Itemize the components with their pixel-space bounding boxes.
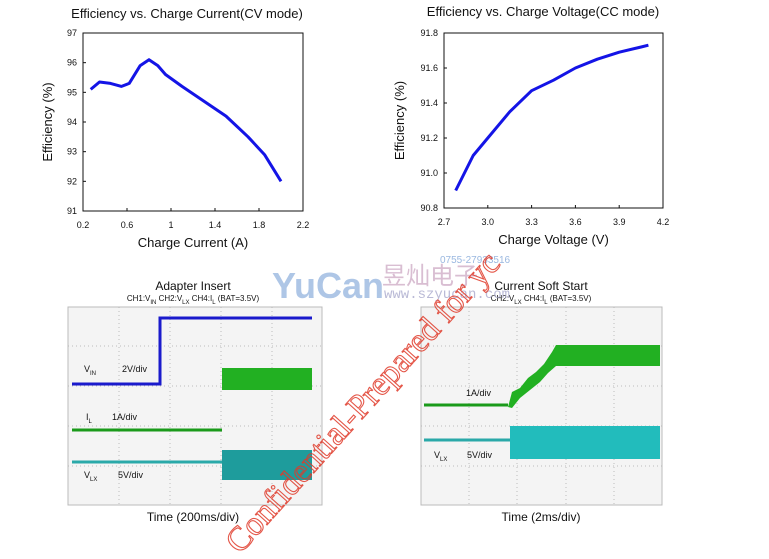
x-tick-label: 3.6 [569,217,582,227]
channel-name: VIN [84,364,96,377]
trace-vlx [510,426,660,459]
label-subscript: LX [440,457,447,463]
x-axis-label: Charge Voltage (V) [498,232,609,247]
label-text: V [434,450,440,460]
y-axis-label: Efficiency (%) [392,81,407,160]
watermark-phone: 0755-27933516 [440,255,511,266]
watermark-url: www.szyucan.com [384,287,510,303]
label-text: CH1:V [127,294,151,303]
y-tick-label: 97 [67,28,77,38]
label-subscript: LX [90,477,97,483]
y-tick-label: 91.4 [420,98,438,108]
x-tick-label: 2.7 [438,217,451,227]
x-tick-label: 1 [168,220,173,230]
y-tick-label: 93 [67,147,77,157]
y-tick-label: 91 [67,206,77,216]
label-text: (BAT=3.5V) [548,294,592,303]
label-subscript: L [212,300,216,306]
trace-vin [72,316,312,386]
scope-capture [67,306,323,506]
y-tick-label: 91.2 [420,133,438,143]
y-tick-label: 96 [67,58,77,68]
scope-title: Current Soft Start [494,279,588,293]
scope-subtitle: CH1:VIN CH2:VLX CH4:IL (BAT=3.5V) [127,294,260,306]
label-text: CH4:I [190,294,213,303]
channel-name: VLX [434,450,447,463]
y-tick-label: 91.8 [420,28,438,38]
label-text: CH4:I [522,294,545,303]
label-subscript: IN [150,300,156,306]
watermark-brand: YuCan [272,265,384,306]
channel-scale: 5V/div [118,470,144,480]
scope-time-label: Time (2ms/div) [502,510,581,524]
channel-scale: 2V/div [122,364,148,374]
label-text: CH2:V [156,294,182,303]
y-tick-label: 91.6 [420,63,438,73]
x-tick-label: 3.3 [525,217,538,227]
label-text: V [84,364,90,374]
channel-scale: 5V/div [467,450,493,460]
plot-frame [82,32,304,212]
label-text: I [86,412,89,422]
x-tick-label: 3.0 [482,217,495,227]
scope-title: Adapter Insert [155,279,231,293]
trace-il [508,345,660,408]
watermark-chinese: 昱灿电子 [382,263,478,290]
label-subscript: LX [514,300,521,306]
y-axis-label: Efficiency (%) [40,82,55,161]
label-subscript: IN [90,371,96,377]
x-tick-label: 3.9 [613,217,626,227]
x-tick-label: 1.4 [209,220,222,230]
x-axis-label: Charge Current (A) [138,235,249,250]
trace-vlx [222,450,312,480]
scope-subtitle: CH2:VLX CH4:IL (BAT=3.5V) [491,294,592,306]
y-tick-label: 95 [67,87,77,97]
y-tick-label: 92 [67,176,77,186]
x-tick-label: 4.2 [657,217,670,227]
label-text: V [84,470,90,480]
label-subscript: LX [182,300,189,306]
channel-name: VLX [84,470,97,483]
channel-scale: 1A/div [466,388,492,398]
channel-name: IL [86,412,93,425]
channel-scale: 1A/div [112,412,138,422]
label-subscript: L [544,300,548,306]
x-tick-label: 0.6 [121,220,134,230]
chart-title: Efficiency vs. Charge Current(CV mode) [71,6,303,21]
x-tick-label: 1.8 [253,220,266,230]
scope-capture [420,306,663,506]
scope-time-label: Time (200ms/div) [147,510,239,524]
efficiency-line [89,58,283,183]
y-tick-label: 91.0 [420,168,438,178]
y-tick-label: 90.8 [420,203,438,213]
y-tick-label: 94 [67,117,77,127]
chart-title: Efficiency vs. Charge Voltage(CC mode) [427,4,659,19]
label-subscript: L [89,419,93,425]
trace-il [222,368,312,390]
plot-frame [443,32,664,209]
efficiency-line [454,43,649,192]
label-text: CH2:V [491,294,515,303]
x-tick-label: 0.2 [77,220,90,230]
x-tick-label: 2.2 [297,220,310,230]
label-text: (BAT=3.5V) [216,294,260,303]
